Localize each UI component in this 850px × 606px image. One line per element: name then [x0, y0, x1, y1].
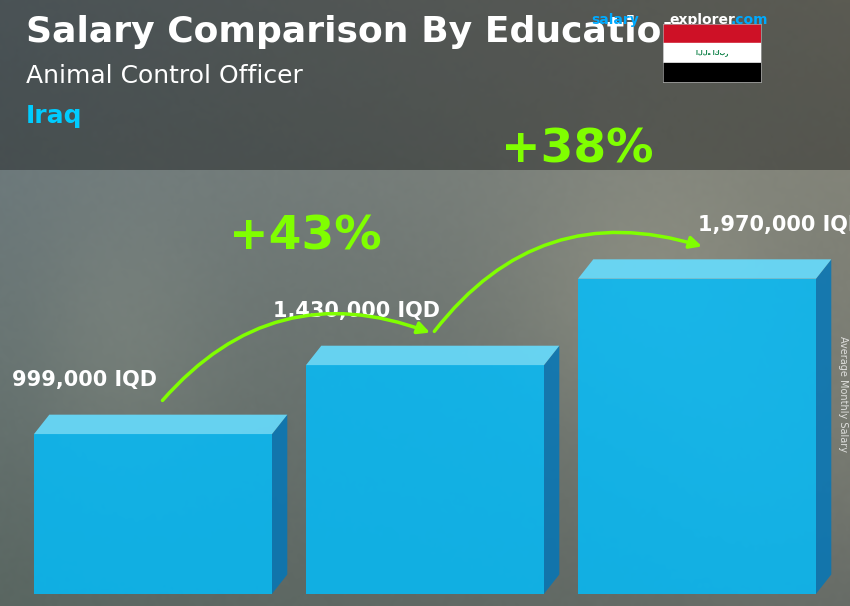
Text: Animal Control Officer: Animal Control Officer: [26, 64, 303, 88]
Text: +43%: +43%: [229, 214, 382, 259]
Text: 999,000 IQD: 999,000 IQD: [12, 370, 156, 390]
Text: .com: .com: [731, 13, 768, 27]
Bar: [663, 24, 761, 44]
Text: salary: salary: [591, 13, 638, 27]
Text: Iraq: Iraq: [26, 104, 82, 128]
Polygon shape: [816, 259, 831, 594]
Bar: [663, 44, 761, 62]
Text: الله اكبر: الله اكبر: [695, 50, 728, 56]
Polygon shape: [34, 415, 287, 434]
Text: 1,970,000 IQD: 1,970,000 IQD: [698, 215, 850, 235]
Text: Average Monthly Salary: Average Monthly Salary: [838, 336, 848, 452]
Polygon shape: [544, 345, 559, 594]
Text: Salary Comparison By Education: Salary Comparison By Education: [26, 15, 687, 49]
Polygon shape: [306, 345, 559, 365]
Bar: [0, 0, 850, 170]
Bar: [663, 62, 761, 82]
Polygon shape: [578, 259, 831, 279]
Polygon shape: [34, 434, 272, 594]
Polygon shape: [306, 365, 544, 594]
Text: 1,430,000 IQD: 1,430,000 IQD: [273, 301, 439, 321]
Polygon shape: [578, 279, 816, 594]
Text: explorer: explorer: [669, 13, 734, 27]
Polygon shape: [272, 415, 287, 594]
Text: +38%: +38%: [501, 128, 654, 173]
